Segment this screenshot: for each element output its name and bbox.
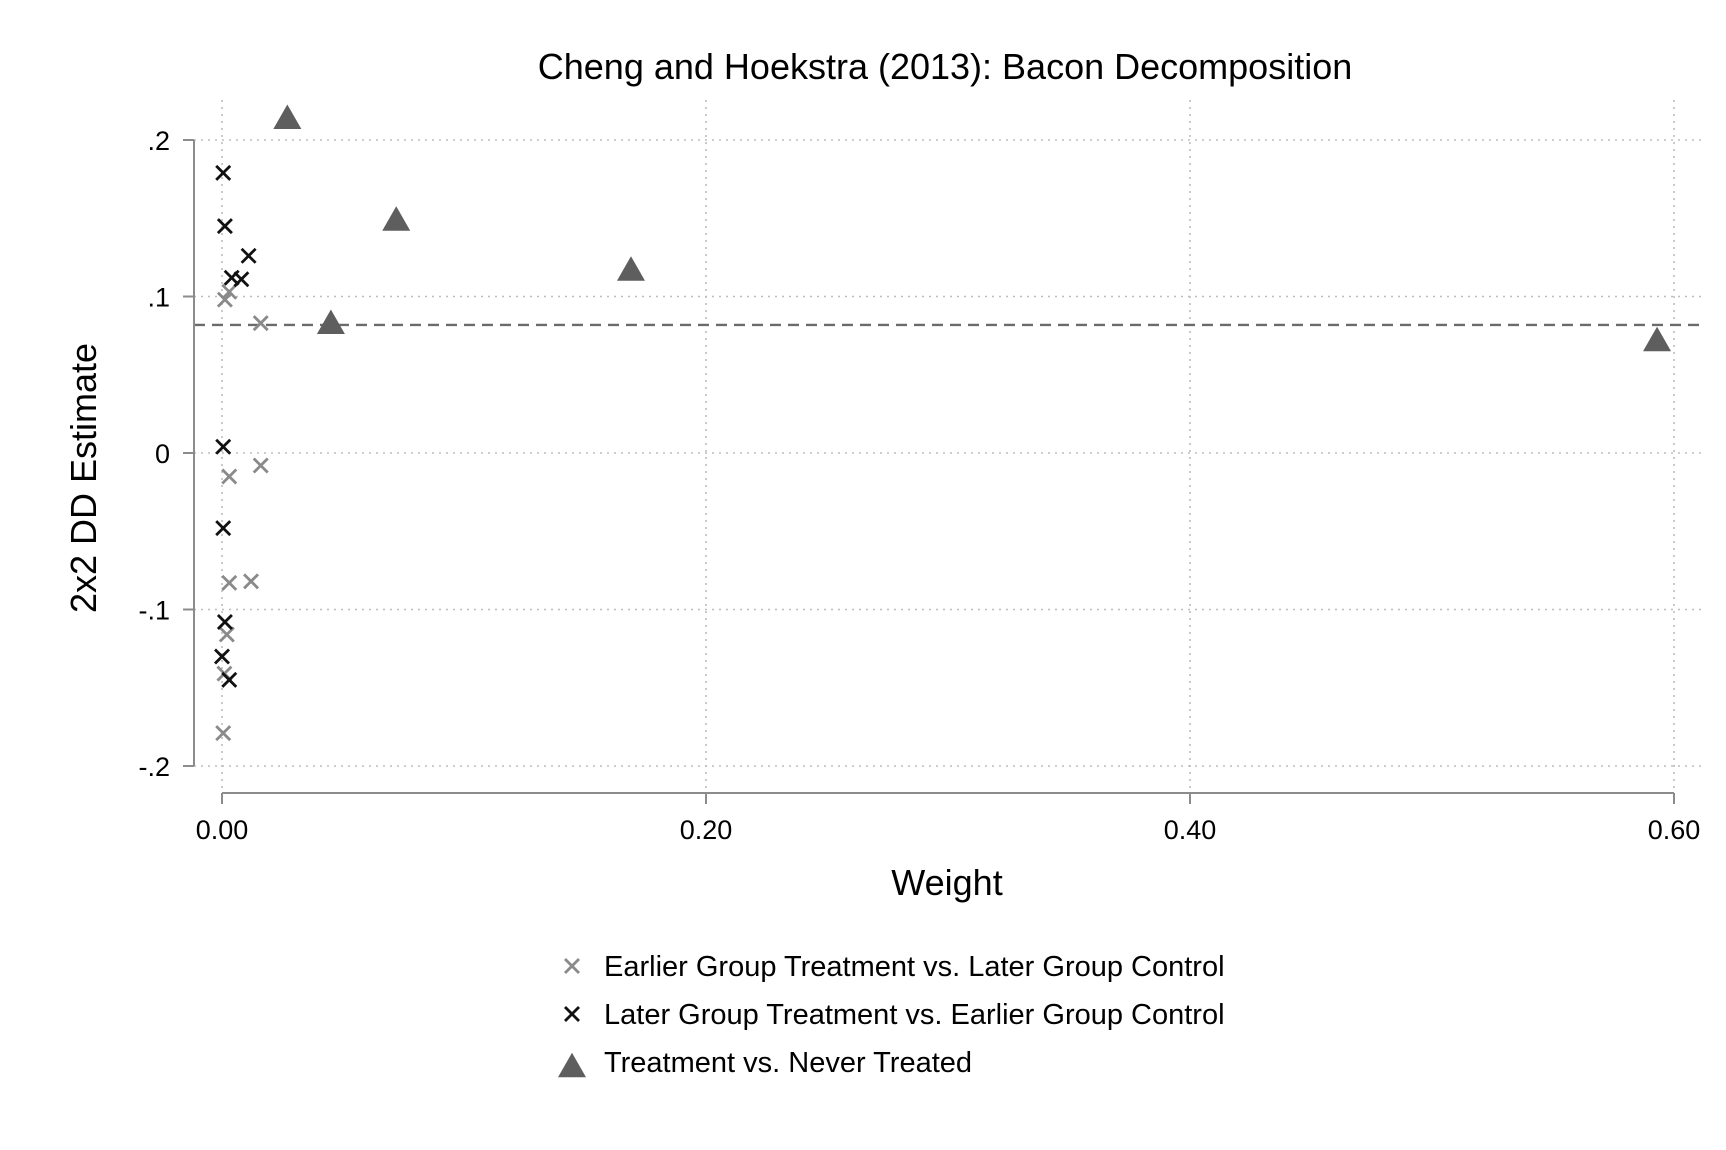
y-tick-label: .2: [147, 126, 170, 156]
y-tick-label: 0: [155, 439, 170, 469]
series-1: [215, 283, 269, 742]
series-2: [214, 164, 257, 688]
data-point-x: [216, 614, 233, 631]
chart-title: Cheng and Hoekstra (2013): Bacon Decompo…: [538, 46, 1352, 87]
marker-stroke: [216, 218, 233, 235]
marker-stroke: [564, 958, 580, 974]
y-tick-label: -.2: [138, 752, 170, 782]
x-tick-label: 0.60: [1648, 815, 1701, 845]
marker-stroke: [252, 315, 269, 332]
legend-label: Treatment vs. Never Treated: [604, 1047, 972, 1079]
data-point-x: [215, 725, 232, 742]
legend-marker-x: [564, 1006, 580, 1022]
x-tick-label: 0.40: [1164, 815, 1217, 845]
marker-stroke: [218, 626, 235, 643]
y-tick-label: -.1: [138, 596, 170, 626]
legend-label: Earlier Group Treatment vs. Later Group …: [604, 951, 1225, 983]
marker-stroke: [216, 614, 233, 631]
marker-stroke: [215, 725, 232, 742]
data-point-x: [252, 315, 269, 332]
marker-stroke: [240, 247, 257, 264]
y-tick-label: .1: [147, 283, 170, 313]
data-point-x: [243, 573, 260, 590]
marker-stroke: [252, 457, 269, 474]
data-point-triangle: [273, 104, 302, 129]
x-axis-label: Weight: [891, 862, 1002, 903]
data-point-x: [233, 271, 250, 288]
marker-stroke: [215, 164, 232, 181]
marker-stroke: [215, 438, 232, 455]
legend-marker-x: [564, 958, 580, 974]
marker-stroke: [215, 520, 232, 537]
data-point-x: [215, 164, 232, 181]
legend-entry: Earlier Group Treatment vs. Later Group …: [564, 951, 1225, 983]
legend-label: Later Group Treatment vs. Earlier Group …: [604, 999, 1225, 1031]
data-point-x: [215, 520, 232, 537]
data-point-x: [215, 438, 232, 455]
data-point-x: [221, 574, 238, 591]
marker-stroke: [216, 291, 233, 308]
marker-stroke: [564, 1006, 580, 1022]
axes: -.2 -.1 0 .1 .2 0.00 0.20 0.40 0.60: [138, 126, 1700, 845]
data-point-triangle: [1643, 326, 1672, 352]
data-point-x: [221, 283, 238, 300]
series-3: [273, 104, 1672, 352]
data-point-triangle: [316, 309, 345, 334]
data-point-triangle: [616, 256, 645, 281]
x-tick-label: 0.00: [196, 815, 249, 845]
x-tick-label: 0.20: [680, 815, 733, 845]
data-point-x: [216, 291, 233, 308]
data-point-x: [216, 218, 233, 235]
legend: Earlier Group Treatment vs. Later Group …: [558, 951, 1225, 1079]
y-axis-label: 2x2 DD Estimate: [63, 343, 104, 613]
data-point-triangle: [382, 206, 411, 231]
marker-stroke: [221, 468, 238, 485]
legend-entry: Later Group Treatment vs. Earlier Group …: [564, 999, 1225, 1031]
data-point-x: [252, 457, 269, 474]
data-point-x: [240, 247, 257, 264]
marker-stroke: [221, 574, 238, 591]
data-point-x: [221, 468, 238, 485]
legend-marker-triangle: [558, 1052, 586, 1078]
data-point-x: [221, 671, 238, 688]
data-points: [214, 104, 1672, 742]
marker-stroke: [221, 283, 238, 300]
marker-stroke: [233, 271, 250, 288]
data-point-x: [214, 648, 230, 665]
marker-stroke: [214, 648, 230, 665]
data-point-x: [218, 626, 235, 643]
marker-stroke: [243, 573, 260, 590]
legend-entry: Treatment vs. Never Treated: [558, 1047, 972, 1079]
marker-stroke: [221, 671, 238, 688]
